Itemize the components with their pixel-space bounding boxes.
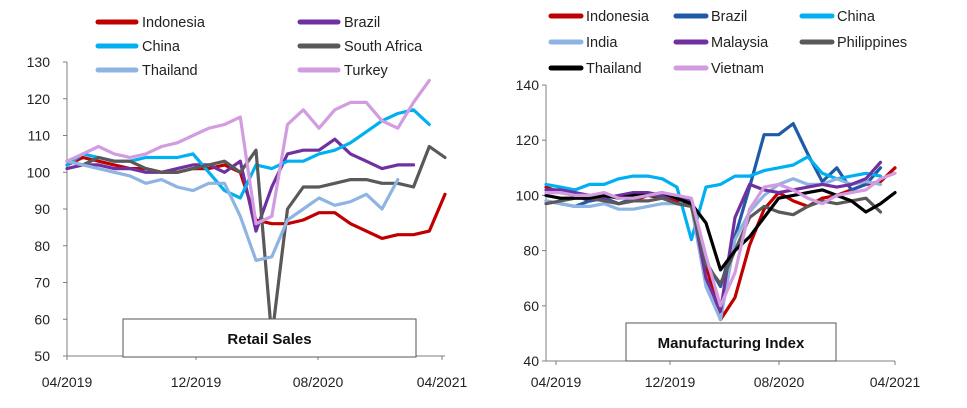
y-tick-label: 130 [27, 54, 51, 70]
series-line-thailand [65, 159, 400, 262]
legend-label: Vietnam [711, 61, 764, 77]
legend-entry: India [548, 35, 618, 51]
chart-title: Retail Sales [227, 331, 311, 348]
legend-entry: Malaysia [673, 35, 769, 51]
legend-label: China [837, 9, 876, 25]
chart-title: Manufacturing Index [658, 335, 805, 352]
legend-label: Philippines [837, 35, 907, 51]
legend-label: Brazil [344, 15, 380, 31]
y-tick-label: 100 [516, 187, 540, 203]
y-tick-label: 90 [34, 201, 50, 217]
y-tick-label: 80 [523, 243, 539, 259]
legend-label: Thailand [142, 63, 198, 79]
y-tick-label: 50 [34, 348, 50, 364]
chart-manufacturing-index: 40 60 80 100 120 140 04/2019 12/2019 08/2020 04/2… [516, 9, 921, 390]
legend-label: Brazil [711, 9, 747, 25]
y-tick-label: 110 [28, 128, 51, 144]
legend-entry: China [799, 9, 876, 25]
y-tick-label: 100 [27, 164, 51, 180]
legend-label: Turkey [344, 63, 389, 79]
y-tick-label: 80 [34, 238, 50, 254]
x-tick-label: 12/2019 [171, 374, 222, 390]
y-tick-label: 120 [516, 132, 540, 148]
x-tick-label: 04/2021 [417, 374, 468, 390]
legend-entry: Brazil [673, 9, 747, 25]
x-tick-label: 08/2020 [754, 374, 805, 390]
chart-title-box [625, 322, 837, 362]
series-line-indonesia [544, 166, 897, 322]
legend-entry: Indonesia [548, 9, 650, 25]
legend-entry: Thailand [548, 61, 642, 77]
chart-title-box [122, 318, 417, 358]
chart-retail-sales: 50 60 70 80 90 100 110 120 130 04/2019 12/2019 08/2… [27, 15, 468, 390]
legend-entry: Turkey [297, 63, 389, 79]
x-tick-label: 04/2021 [870, 374, 921, 390]
y-tick-label: 60 [523, 298, 539, 314]
legend-entry: Thailand [95, 63, 198, 79]
y-tick-label: 140 [516, 77, 540, 93]
series-line-turkey [65, 78, 431, 226]
series-line-south-africa [65, 144, 447, 340]
legend-label: Indonesia [142, 15, 206, 31]
x-tick-label: 04/2019 [42, 374, 93, 390]
legend-entry: China [95, 39, 181, 55]
y-tick-label: 70 [34, 275, 50, 291]
legend-label: Indonesia [586, 9, 650, 25]
series-line-china [544, 155, 883, 242]
x-tick-label: 12/2019 [645, 374, 696, 390]
y-tick-label: 60 [34, 311, 50, 327]
y-tick-label: 120 [27, 91, 51, 107]
series-line-vietnam [544, 171, 897, 308]
legend-entry: South Africa [297, 39, 423, 55]
legend-entry: Philippines [799, 35, 907, 51]
series-line-malaysia [544, 160, 883, 313]
series-line-brazil [65, 137, 416, 233]
legend-entry: Brazil [297, 15, 380, 31]
legend-label: South Africa [344, 39, 423, 55]
legend-entry: Indonesia [95, 15, 206, 31]
legend-label: Malaysia [711, 35, 769, 51]
x-tick-label: 08/2020 [293, 374, 344, 390]
y-tick-label: 40 [523, 353, 539, 369]
legend-entry: Vietnam [673, 61, 764, 77]
x-tick-label: 04/2019 [531, 374, 582, 390]
legend-label: Thailand [586, 61, 642, 77]
legend-label: China [142, 39, 181, 55]
legend-label: India [586, 35, 618, 51]
